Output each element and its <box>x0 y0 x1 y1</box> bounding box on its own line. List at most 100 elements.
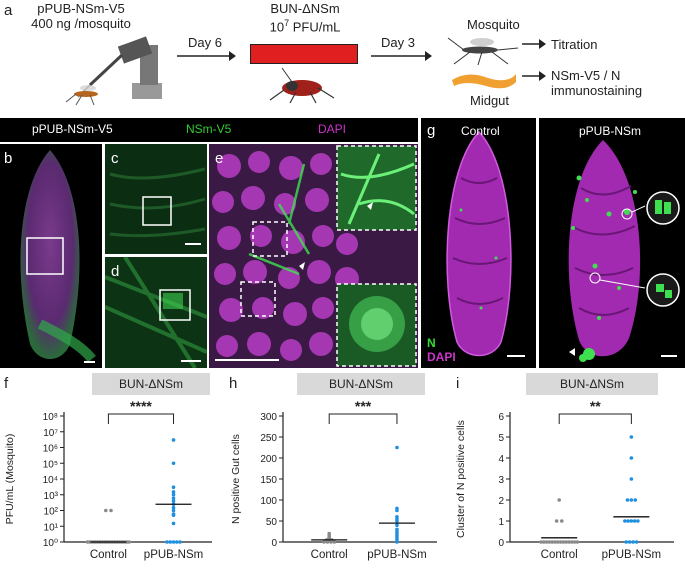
header-text-h: BUN-ΔNSm <box>329 377 393 391</box>
y-tick-label-i: 1 <box>498 517 504 528</box>
data-point-i <box>632 519 637 523</box>
virus-text: BUN-ΔNSm 107 PFU/mL <box>240 1 370 34</box>
immunostaining-label: NSm-V5 / N immunostaining <box>551 68 643 98</box>
microinjector-illustration <box>77 36 162 99</box>
y-axis-label-i: Cluster of N positive cells <box>455 420 467 538</box>
x-category-label-i: pPUB-NSm <box>602 549 661 561</box>
data-point-i <box>558 540 563 544</box>
data-point-i <box>564 540 568 544</box>
data-point-i <box>624 540 628 544</box>
day6-label: Day 6 <box>188 35 222 50</box>
header-bar-f <box>92 373 210 395</box>
label-control: Control <box>461 124 500 138</box>
data-point-i <box>627 540 632 544</box>
data-point-i <box>542 540 546 544</box>
significance-bracket-f <box>107 413 175 424</box>
image-panel-c: c <box>105 144 207 254</box>
image-panel-e: e <box>209 144 418 368</box>
data-point-f <box>171 521 176 526</box>
data-point-f <box>171 492 176 497</box>
data-point-h <box>395 523 399 527</box>
data-point-i <box>547 540 552 544</box>
data-point-i <box>629 456 634 460</box>
y-tick-label-h: 200 <box>260 454 277 465</box>
data-point-f <box>171 499 176 503</box>
panel-label-c: c <box>111 150 119 167</box>
image-panel-b: b <box>0 144 102 368</box>
x-category-label-h: Control <box>311 549 348 561</box>
virus-titer: 107 PFU/mL <box>269 18 341 35</box>
data-point-h <box>395 519 399 523</box>
data-point-i <box>633 498 638 502</box>
mosquito-illustration <box>447 37 519 66</box>
data-point-i <box>629 477 634 481</box>
y-tick-label-f: 10⁸ <box>43 412 58 423</box>
chart-i: i BUN-ΔNSm 0 1 2 3 4 5 6 Cluster of N positive ce… <box>455 373 674 561</box>
panel-label-d: d <box>111 263 120 280</box>
x-category-label-h: pPUB-NSm <box>367 549 426 561</box>
data-point-i <box>561 540 566 544</box>
y-tick-label-i: 3 <box>498 475 504 486</box>
data-point-f <box>171 508 176 513</box>
data-point-f <box>171 490 176 494</box>
data-point-h <box>327 531 331 536</box>
data-point-f <box>171 438 176 442</box>
day3-label: Day 3 <box>381 35 415 50</box>
x-category-label-i: Control <box>541 549 578 561</box>
chart-h: h BUN-ΔNSm 0 50 100 150 200 250 300 N positive Gu… <box>229 373 437 561</box>
feeding-mosquito-illustration <box>269 67 335 104</box>
y-axis-label-f: PFU/mL (Mosquito) <box>4 434 16 525</box>
y-tick-label-h: 300 <box>260 412 277 423</box>
data-point-h <box>395 445 399 450</box>
injection-dose: 400 ng /mosquito <box>31 16 131 31</box>
data-point-i <box>575 540 580 544</box>
arrow-day6 <box>177 51 236 61</box>
mosquito-small-illustration <box>65 85 98 106</box>
data-point-i <box>572 540 577 544</box>
data-point-i <box>560 519 564 523</box>
header-bar-i <box>526 373 658 395</box>
virus-name: BUN-ΔNSm <box>270 1 340 16</box>
data-point-f <box>171 485 176 490</box>
mosquito-label: Mosquito <box>467 17 520 32</box>
injection-text: pPUB-NSm-V5 400 ng /mosquito <box>16 1 146 31</box>
significance-bracket-i <box>558 413 632 424</box>
header-construct: pPUB-NSm-V5 <box>32 122 113 136</box>
y-tick-label-i: 4 <box>498 454 504 465</box>
data-point-i <box>631 540 635 544</box>
titration-label: Titration <box>551 37 598 52</box>
y-tick-label-i: 2 <box>498 496 504 507</box>
image-panel-d: d <box>105 257 207 368</box>
y-tick-label-h: 250 <box>260 433 277 444</box>
chart-f: f BUN-ΔNSm 10⁰ 10¹ 10² 10³ 10⁴ 10⁵ 10⁶ 10⁷ 10⁸ PFU/… <box>4 373 212 561</box>
panel-label-g: g <box>427 122 436 139</box>
y-tick-label-f: 10⁵ <box>43 459 58 470</box>
header-dapi: DAPI <box>318 122 347 136</box>
significance-label-i: ** <box>590 398 601 414</box>
data-point-i <box>567 540 571 544</box>
data-point-i <box>626 519 630 523</box>
data-point-f <box>109 508 113 513</box>
microscopy-header-bar: pPUB-NSm-V5 NSm-V5 DAPI <box>0 118 418 142</box>
x-category-label-f: Control <box>90 549 127 561</box>
y-tick-label-h: 0 <box>271 538 277 549</box>
bloodmeal-bar <box>250 44 358 64</box>
y-tick-label-h: 100 <box>260 496 277 507</box>
data-point-f <box>171 461 176 466</box>
panel-label-i: i <box>456 375 459 392</box>
panel-label-h: h <box>229 375 237 392</box>
data-point-i <box>550 540 554 544</box>
header-text-i: BUN-ΔNSm <box>560 377 624 391</box>
data-point-h <box>395 508 399 513</box>
data-point-f <box>127 540 131 544</box>
midgut-illustration <box>452 74 516 89</box>
injection-construct: pPUB-NSm-V5 <box>37 1 125 16</box>
data-point-f <box>178 540 182 544</box>
panel-label-e: e <box>215 150 224 167</box>
data-point-i <box>553 540 557 544</box>
data-point-f <box>171 496 176 501</box>
label-pPUB-NSm: pPUB-NSm <box>579 124 642 138</box>
data-point-i <box>539 540 543 544</box>
data-point-f <box>174 540 179 544</box>
panel-label-b: b <box>4 150 13 167</box>
